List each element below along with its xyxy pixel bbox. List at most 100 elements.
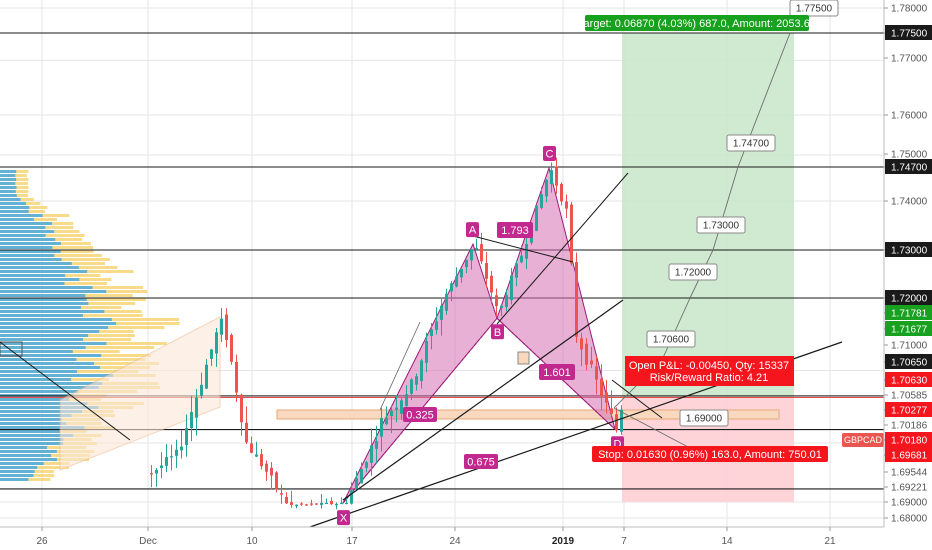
volume-bar-blue [0, 422, 67, 425]
candle-body [460, 269, 463, 278]
path-label-6-box [679, 409, 729, 427]
volume-bar-blue [0, 282, 65, 285]
price-axis-label: 1.70630 [891, 376, 928, 387]
volume-bar-blue [0, 398, 70, 401]
candle-body [370, 445, 373, 463]
trend-line-ac [472, 235, 574, 263]
volume-bar-blue [0, 206, 30, 209]
candle-body [170, 456, 173, 458]
target-tag: Target: 0.06870 (4.03%) 687.0, Amount: 2… [578, 18, 816, 30]
trend-line-left-down [0, 341, 131, 441]
candle-body [280, 493, 283, 495]
price-tag-bg [885, 402, 932, 417]
pattern-point-x-box [337, 510, 350, 526]
candle-body [195, 397, 198, 418]
volume-bar-blue [0, 310, 105, 313]
trend-line-upper [496, 172, 629, 325]
price-tag-bg [885, 159, 932, 174]
time-axis-label: 17 [346, 536, 358, 547]
candle-body [290, 502, 293, 505]
volume-bar-blue [0, 286, 93, 289]
candle-body [360, 469, 363, 484]
volume-bar-blue [0, 202, 26, 205]
pattern-point-d: D [614, 439, 622, 451]
candle-body [455, 276, 458, 287]
trend-line-mid [342, 299, 624, 501]
candle-body [190, 411, 193, 429]
volume-bar-blue [0, 186, 17, 189]
volume-bar-blue [0, 450, 57, 453]
candle-body [595, 366, 598, 380]
trend-line-drop [611, 379, 663, 419]
volume-bar-blue [0, 446, 48, 449]
ratio-label-xa: 1.793 [501, 225, 529, 237]
time-axis-label: 7 [621, 536, 627, 547]
volume-bar-blue [0, 438, 64, 441]
candle-body [215, 332, 218, 354]
pattern-point-c: C [546, 148, 554, 160]
volume-bar-blue [0, 386, 99, 389]
volume-bar-blue [0, 230, 55, 233]
price-tag-bg [885, 372, 932, 387]
candle-body [430, 329, 433, 336]
projected-path-segment [661, 297, 691, 361]
volume-bar-blue [0, 210, 29, 213]
volume-bar-blue [0, 178, 17, 181]
projected-path-down [613, 407, 691, 449]
candle-body [210, 349, 213, 359]
volume-bar-blue [0, 226, 46, 229]
price-axis-label: 1.77000 [891, 54, 928, 65]
volume-bar-blue [0, 470, 35, 473]
candle-body [375, 440, 378, 449]
candle-body [535, 205, 538, 231]
candle-body [365, 462, 368, 468]
candle-body [230, 334, 233, 362]
candle-body [400, 400, 403, 414]
pattern-point-a: A [469, 225, 477, 237]
open-pl-text: Open P&L: -0.00450, Qty: 15337 [629, 360, 789, 372]
price-axis-label: 1.74000 [891, 197, 928, 208]
volume-bar-blue [0, 466, 38, 469]
volume-bar-blue [0, 366, 100, 369]
volume-bar-blue [0, 346, 86, 349]
volume-bar-blue [0, 426, 85, 429]
candle-body [265, 463, 268, 472]
price-axis-label: 1.78000 [891, 4, 928, 15]
candle-body [465, 259, 468, 268]
candle-body [300, 503, 303, 505]
candle-body [250, 443, 253, 453]
volume-bar-blue [0, 174, 16, 177]
candle-body [480, 244, 483, 262]
candle-body [325, 502, 328, 505]
candle-body [240, 394, 243, 423]
candle-body [220, 318, 223, 335]
candle-body [395, 407, 398, 410]
volume-bar-blue [0, 354, 102, 357]
volume-bar-blue [0, 414, 72, 417]
price-axis-label: 1.70186 [891, 421, 928, 432]
candle-body [205, 364, 208, 389]
path-label-5-box [789, 0, 839, 17]
price-axis-label: 1.69544 [891, 468, 928, 479]
path-label-5: 1.77500 [796, 4, 833, 15]
stop-tag: Stop: 0.01630 (0.96%) 163.0, Amount: 750… [598, 449, 822, 461]
volume-bar-blue [0, 278, 80, 281]
time-axis-label: 14 [721, 536, 733, 547]
price-axis-label: 1.70585 [891, 391, 928, 402]
projection-arrow [379, 321, 421, 411]
candle-body [270, 467, 273, 476]
symbol-tag-box [842, 433, 884, 447]
target-tag-box [585, 15, 809, 31]
candle-body [155, 469, 158, 474]
volume-bar-blue [0, 462, 44, 465]
candle-body [525, 244, 528, 259]
candle-body [445, 293, 448, 311]
candle-body [310, 503, 313, 505]
candle-body [335, 503, 338, 506]
price-tag-bg [885, 432, 932, 447]
price-axis-label: 1.71677 [891, 325, 928, 336]
price-axis-label: 1.70277 [891, 406, 928, 417]
volume-bar-blue [0, 250, 61, 253]
rising-channel [59, 316, 221, 471]
